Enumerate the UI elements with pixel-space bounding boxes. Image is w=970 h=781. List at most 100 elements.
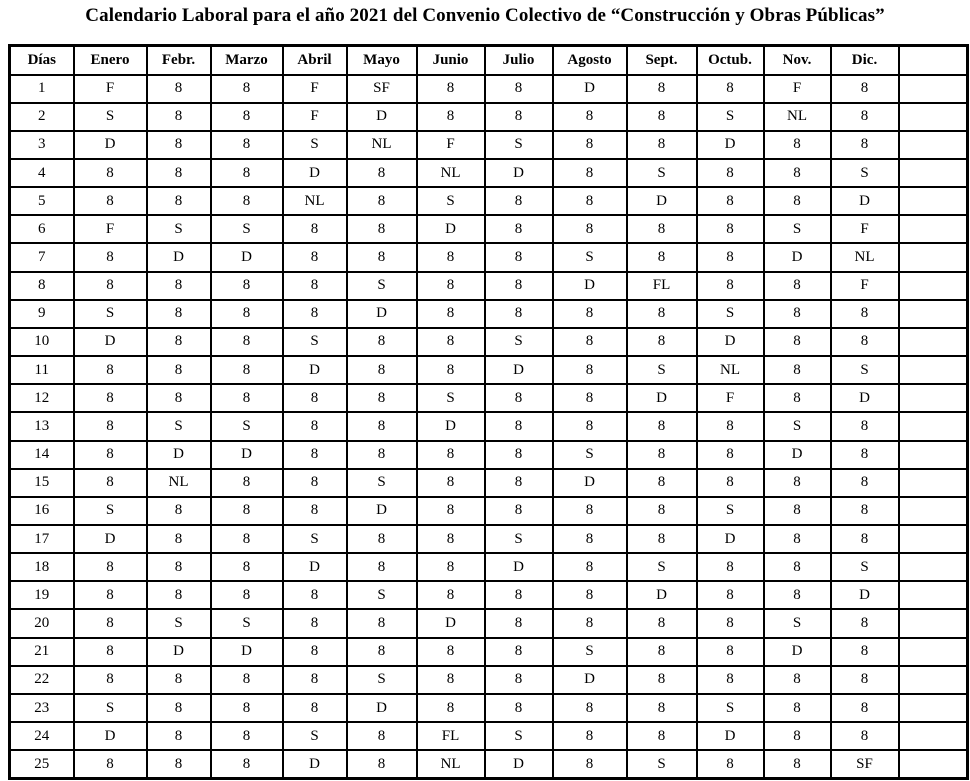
table-row: 7 8 D D 8 8 8 8 S 8 8 D NL — [8, 242, 969, 273]
calendar-cell: S — [145, 411, 212, 442]
day-cell: 8 — [8, 270, 75, 301]
calendar-cell: 8 — [551, 326, 628, 358]
calendar-cell: 8 — [829, 523, 900, 555]
calendar-cell: F — [72, 214, 148, 245]
calendar-cell: 8 — [695, 664, 765, 695]
column-header: Julio — [483, 44, 554, 76]
calendar-cell: D — [345, 298, 418, 329]
calendar-cell: NL — [762, 101, 832, 132]
calendar-cell: 8 — [209, 580, 284, 611]
calendar-cell: S — [145, 608, 212, 639]
calendar-cell: 8 — [281, 608, 348, 639]
calendar-cell: 8 — [145, 383, 212, 414]
table-row: 18 8 8 8 D 8 8 D 8 S 8 8 S — [8, 552, 969, 583]
calendar-cell: 8 — [281, 411, 348, 442]
calendar-cell: 8 — [415, 636, 486, 667]
column-header: Enero — [72, 44, 148, 76]
day-cell: 16 — [8, 495, 75, 527]
calendar-cell: 8 — [145, 101, 212, 132]
calendar-cell: D — [209, 439, 284, 470]
calendar-cell: D — [72, 721, 148, 752]
calendar-cell: D — [345, 692, 418, 724]
calendar-cell: 8 — [625, 495, 698, 527]
calendar-cell: 8 — [72, 355, 148, 386]
calendar-cell: 8 — [483, 467, 554, 498]
calendar-cell: 8 — [829, 608, 900, 639]
calendar-cell: 8 — [483, 242, 554, 273]
calendar-cell: 8 — [145, 355, 212, 386]
calendar-cell: 8 — [762, 523, 832, 555]
table-row: 17 D 8 8 S 8 8 S 8 8 D 8 8 — [8, 523, 969, 555]
calendar-cell: F — [72, 73, 148, 104]
calendar-cell: SF — [345, 73, 418, 104]
day-cell: 9 — [8, 298, 75, 329]
column-header: Mayo — [345, 44, 418, 76]
header-row: Días Enero Febr. Marzo Abril Mayo Junio Julio Ag… — [8, 44, 969, 76]
table-row: 24 D 8 8 S 8 FL S 8 8 D 8 8 — [8, 721, 969, 752]
calendar-cell: D — [551, 73, 628, 104]
calendar-cell: 8 — [483, 664, 554, 695]
calendar-cell: 8 — [483, 411, 554, 442]
calendar-cell: 8 — [281, 636, 348, 667]
day-cell: 14 — [8, 439, 75, 470]
day-cell: 21 — [8, 636, 75, 667]
calendar-cell: D — [829, 580, 900, 611]
day-cell: 17 — [8, 523, 75, 555]
calendar-cell: 8 — [209, 467, 284, 498]
calendar-cell: NL — [829, 242, 900, 273]
calendar-cell: 8 — [829, 439, 900, 470]
calendar-cell: 8 — [145, 580, 212, 611]
day-cell: 18 — [8, 552, 75, 583]
calendar-cell: 8 — [72, 467, 148, 498]
calendar-cell: 8 — [625, 101, 698, 132]
calendar-cell: F — [829, 270, 900, 301]
day-cell: 22 — [8, 664, 75, 695]
calendar-cell: 8 — [762, 552, 832, 583]
calendar-cell: 8 — [483, 186, 554, 217]
calendar-cell: 8 — [695, 552, 765, 583]
calendar-cell: 8 — [551, 608, 628, 639]
calendar-cell: 8 — [762, 495, 832, 527]
calendar-cell: 8 — [695, 749, 765, 780]
empty-cell — [897, 326, 969, 358]
calendar-cell: 8 — [695, 411, 765, 442]
calendar-cell: D — [762, 242, 832, 273]
calendar-cell: 8 — [829, 636, 900, 667]
day-cell: 24 — [8, 721, 75, 752]
calendar-cell: 8 — [625, 73, 698, 104]
calendar-cell: S — [72, 298, 148, 329]
calendar-cell: D — [762, 636, 832, 667]
calendar-cell: 8 — [829, 326, 900, 358]
calendar-cell: D — [72, 326, 148, 358]
calendar-cell: 8 — [762, 383, 832, 414]
day-cell: 6 — [8, 214, 75, 245]
calendar-cell: S — [209, 411, 284, 442]
calendar-cell: 8 — [829, 692, 900, 724]
calendar-cell: 8 — [625, 664, 698, 695]
table-row: 11 8 8 8 D 8 8 D 8 S NL 8 S — [8, 355, 969, 386]
calendar-cell: 8 — [209, 73, 284, 104]
calendar-cell: 8 — [551, 411, 628, 442]
calendar-cell: 8 — [345, 721, 418, 752]
calendar-cell: 8 — [415, 439, 486, 470]
calendar-cell: S — [762, 608, 832, 639]
calendar-cell: S — [72, 692, 148, 724]
calendar-cell: 8 — [551, 129, 628, 160]
calendar-cell: D — [695, 523, 765, 555]
calendar-cell: D — [345, 495, 418, 527]
empty-cell — [897, 298, 969, 329]
calendar-cell: 8 — [551, 214, 628, 245]
calendar-cell: NL — [415, 157, 486, 189]
calendar-cell: S — [72, 495, 148, 527]
calendar-cell: FL — [415, 721, 486, 752]
calendar-cell: 8 — [762, 749, 832, 780]
calendar-cell: 8 — [695, 73, 765, 104]
calendar-cell: 8 — [145, 298, 212, 329]
calendar-cell: D — [415, 411, 486, 442]
column-header: Dic. — [829, 44, 900, 76]
calendar-cell: 8 — [625, 411, 698, 442]
calendar-cell: 8 — [762, 692, 832, 724]
calendar-cell: 8 — [145, 129, 212, 160]
day-cell: 23 — [8, 692, 75, 724]
